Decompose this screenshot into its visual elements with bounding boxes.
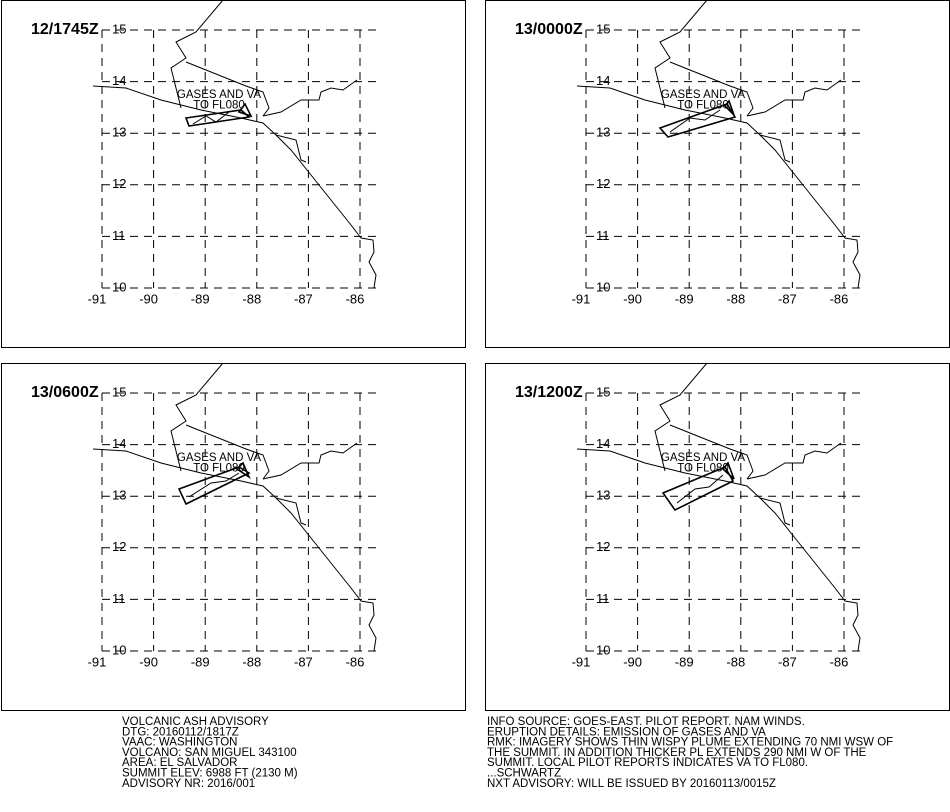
advisory-text: VOLCANO: SAN MIGUEL 343100 [122,747,297,759]
lon-label: -89 [191,291,210,306]
lat-label: 15 [112,384,126,399]
lat-label: 15 [596,21,610,36]
advisory-text: VAAC: WASHINGTON [122,737,237,749]
coastline [576,0,861,289]
lat-label: 10 [596,279,610,294]
lon-label: -91 [88,654,107,669]
advisory-text: ADVISORY NR: 2016/001 [122,778,255,790]
valid-time: 13/1200Z [515,384,583,401]
advisory-text: NXT ADVISORY: WILL BE ISSUED BY 20160113… [487,778,776,790]
lon-label: -89 [675,654,694,669]
advisory-text: DTG: 20160112/1817Z [122,726,239,738]
lat-label: 13 [596,125,610,140]
lon-label: -91 [572,654,591,669]
lat-label: 12 [596,539,610,554]
plume-label: GASES AND VA [661,452,745,464]
lat-label: 13 [112,125,126,140]
panel-border [485,0,950,348]
advisory-text: AREA: EL SALVADOR [122,757,237,769]
lat-label: 14 [596,73,610,88]
lon-label: -89 [191,654,210,669]
map-panel: -91 -90 -89 -88 -87 -86 15 14 13 12 11 10 13/0000Z GA… [485,0,950,348]
coastline [92,0,377,289]
map-panel: -91 -90 -89 -88 -87 -86 15 14 13 12 11 10 13/1200Z GA… [485,362,950,711]
lat-label: 14 [112,436,126,451]
lon-label: -90 [139,291,158,306]
lon-label: -89 [675,291,694,306]
panel-border [1,0,466,348]
panel-border [1,363,466,711]
lon-label: -88 [726,291,745,306]
lat-label: 12 [112,539,126,554]
lat-label: 11 [596,228,610,243]
lat-label: 15 [596,384,610,399]
lat-label: 15 [112,21,126,36]
lon-label: -86 [346,291,365,306]
valid-time: 13/0000Z [515,21,583,38]
lat-label: 12 [112,176,126,191]
coastline [576,362,861,652]
advisory-text: ERUPTION DETAILS: EMISSION OF GASES AND … [487,726,766,738]
advisory-text: SUMMIT ELEV: 6988 FT (2130 M) [122,768,298,780]
valid-time: 12/1745Z [31,21,99,38]
plume-label: GASES AND VA [177,89,261,101]
lon-label: -87 [294,654,313,669]
plume-label: TO FL080 [677,100,729,112]
lon-label: -86 [830,291,849,306]
lon-label: -86 [830,654,849,669]
lon-label: -88 [242,654,261,669]
lon-label: -90 [623,291,642,306]
lon-label: -87 [778,291,797,306]
lon-label: -91 [88,291,107,306]
lat-label: 12 [596,176,610,191]
lat-label: 14 [112,73,126,88]
advisory-text: ...SCHWARTZ [487,768,561,780]
lon-label: -87 [778,654,797,669]
lat-label: 10 [112,279,126,294]
lon-label: -91 [572,291,591,306]
lon-label: -88 [242,291,261,306]
panel-border [485,363,950,711]
lat-label: 10 [112,642,126,657]
lon-label: -90 [139,654,158,669]
lat-label: 10 [596,642,610,657]
lat-label: 13 [596,488,610,503]
lat-label: 11 [112,228,126,243]
lat-label: 14 [596,436,610,451]
advisory-text: VOLCANIC ASH ADVISORY [122,716,269,728]
plume-label: TO FL080 [193,463,245,475]
advisory-text: INFO SOURCE: GOES-EAST. PILOT REPORT. NA… [487,716,805,728]
map-panel: -91 -90 -89 -88 -87 -86 15 14 13 12 11 10 13/0600Z GA… [1,362,466,711]
advisory-text: RMK: IMAGERY SHOWS THIN WISPY PLUME EXTE… [487,737,893,749]
map-panel: -91 -90 -89 -88 -87 -86 15 14 13 12 11 10 12/1745Z GA… [1,0,466,348]
plume-label: GASES AND VA [661,89,745,101]
lon-label: -88 [726,654,745,669]
plume-label: GASES AND VA [177,452,261,464]
advisory-text: THE SUMMIT. IN ADDITION THICKER PL EXTEN… [487,747,867,759]
lon-label: -87 [294,291,313,306]
lat-label: 11 [596,591,610,606]
coastline [92,362,377,652]
plume-label: TO FL080 [677,463,729,475]
lon-label: -90 [623,654,642,669]
lat-label: 13 [112,488,126,503]
advisory-text: SUMMIT. LOCAL PILOT REPORTS INDICATES VA… [487,757,808,769]
lat-label: 11 [112,591,126,606]
valid-time: 13/0600Z [31,384,99,401]
lon-label: -86 [346,654,365,669]
plume-label: TO FL080 [193,100,245,112]
